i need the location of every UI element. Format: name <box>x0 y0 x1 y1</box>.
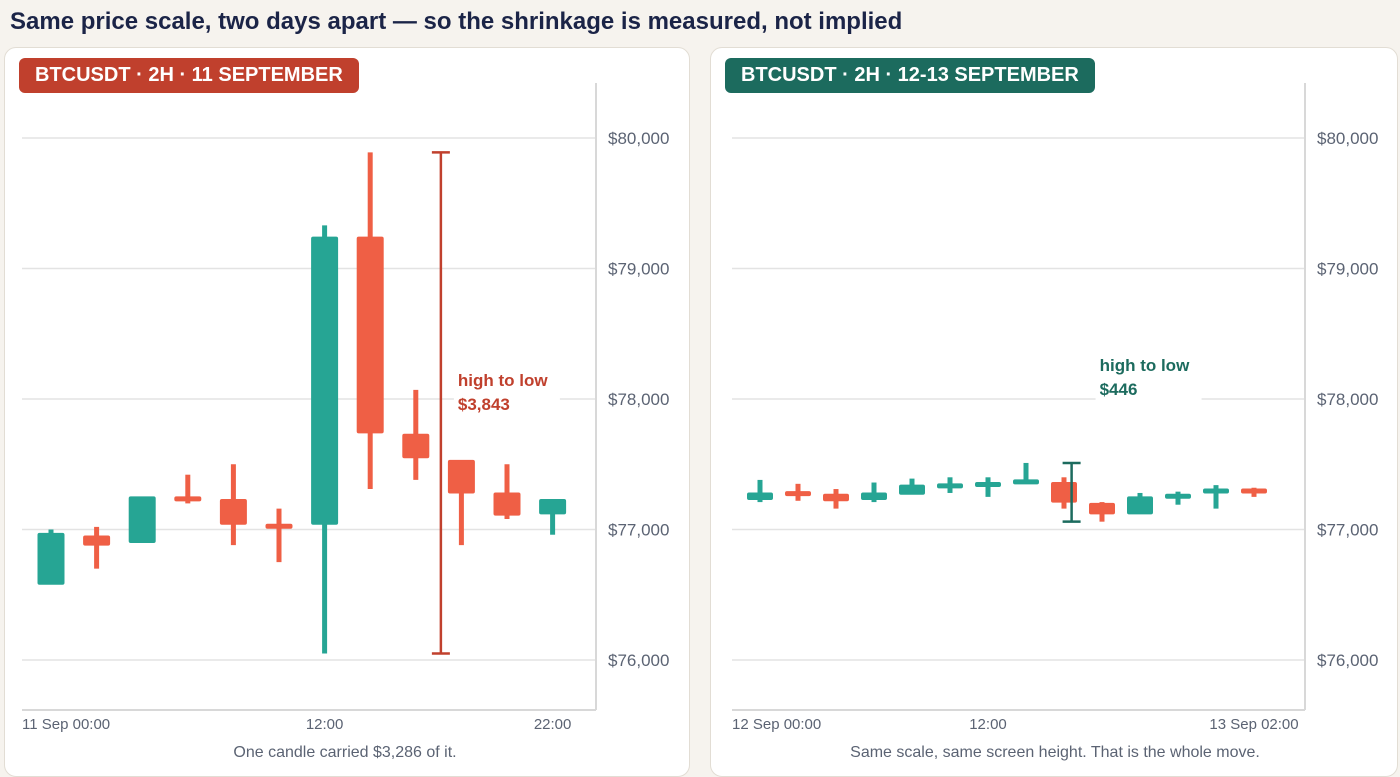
candle <box>37 529 65 585</box>
x-tick-label: 13 Sep 02:00 <box>1209 716 1298 733</box>
candle <box>1013 462 1039 485</box>
candle-body <box>747 492 773 500</box>
candle-body <box>1051 482 1077 503</box>
candle <box>1165 491 1191 505</box>
annotation-backdrop <box>453 366 560 418</box>
chart-badge: BTCUSDT · 2H · 11 SEPTEMBER <box>19 58 359 93</box>
candle-body <box>356 236 384 434</box>
annotation-label: high to low <box>1100 356 1190 375</box>
high-low-range-marker <box>431 151 450 655</box>
candle-body <box>174 496 202 502</box>
candle <box>356 152 384 490</box>
candle-body <box>37 532 65 585</box>
candle <box>899 478 925 495</box>
annotation-value: $3,843 <box>458 395 510 414</box>
candle <box>447 459 475 546</box>
high-low-range-marker <box>1062 461 1081 523</box>
candle <box>1051 477 1077 509</box>
candle-body <box>83 535 111 546</box>
x-tick-label: 12 Sep 00:00 <box>732 716 821 733</box>
candle <box>402 389 430 480</box>
candle-body <box>265 523 293 529</box>
candle <box>1089 502 1115 522</box>
chart-badge: BTCUSDT · 2H · 12-13 SEPTEMBER <box>725 58 1095 93</box>
candle <box>785 483 811 501</box>
candle-body <box>1165 493 1191 499</box>
candle <box>493 464 521 520</box>
candle-body <box>493 492 521 516</box>
candle <box>128 496 156 544</box>
candle <box>311 225 339 654</box>
y-tick-label: $78,000 <box>1317 390 1378 409</box>
candle-body <box>128 496 156 544</box>
annotation-label: high to low <box>458 371 548 390</box>
candle <box>83 526 111 569</box>
candle-body <box>937 483 963 489</box>
candle-body <box>823 493 849 502</box>
candle-body <box>899 484 925 495</box>
candle <box>539 498 567 535</box>
candle <box>747 479 773 503</box>
candle-body <box>1127 496 1153 515</box>
candlestick-chart-11-september: $76,000 $77,000 $78,000 $79,000 $80,000 11 Se… <box>22 83 669 761</box>
chart-caption: Same scale, same screen height. That is … <box>850 744 1260 761</box>
y-tick-label: $77,000 <box>1317 521 1378 540</box>
candle-body <box>447 459 475 494</box>
candle <box>1127 492 1153 515</box>
candle-body <box>311 236 339 525</box>
candle <box>219 464 247 546</box>
chart-panel-12-13-september: $76,000 $77,000 $78,000 $79,000 $80,000 12 Se… <box>710 47 1398 777</box>
candle <box>975 477 1001 497</box>
y-tick-label: $76,000 <box>1317 651 1378 670</box>
candle <box>823 489 849 509</box>
y-tick-label: $77,000 <box>608 521 669 540</box>
candle <box>1203 485 1229 509</box>
chart-caption: One candle carried $3,286 of it. <box>233 744 456 761</box>
annotation-value: $446 <box>1100 380 1138 399</box>
candle-body <box>1013 479 1039 485</box>
x-tick-label: 12:00 <box>306 716 344 733</box>
candle-body <box>219 498 247 525</box>
x-tick-label: 12:00 <box>969 716 1007 733</box>
candle <box>265 508 293 563</box>
y-tick-label: $76,000 <box>608 651 669 670</box>
candle-body <box>1203 488 1229 494</box>
y-tick-label: $78,000 <box>608 390 669 409</box>
candlestick-chart-12-13-september: $76,000 $77,000 $78,000 $79,000 $80,000 12 Se… <box>732 83 1378 761</box>
page-title: Same price scale, two days apart — so th… <box>10 8 903 35</box>
candle <box>861 482 887 503</box>
candle-body <box>975 482 1001 488</box>
candle-body <box>402 433 430 459</box>
chart-panel-11-september: $76,000 $77,000 $78,000 $79,000 $80,000 11 Se… <box>4 47 690 777</box>
y-tick-label: $80,000 <box>608 129 669 148</box>
y-tick-label: $79,000 <box>608 260 669 279</box>
candle-body <box>861 492 887 500</box>
candle-body <box>785 491 811 497</box>
candle <box>1241 487 1267 497</box>
candle <box>937 477 963 493</box>
candle-body <box>539 498 567 515</box>
candle-body <box>1241 488 1267 494</box>
y-tick-label: $79,000 <box>1317 260 1378 279</box>
y-tick-label: $80,000 <box>1317 129 1378 148</box>
candle-body <box>1089 502 1115 515</box>
candle <box>174 474 202 504</box>
annotation-backdrop <box>1095 351 1202 403</box>
x-tick-label: 11 Sep 00:00 <box>22 716 110 733</box>
x-tick-label: 22:00 <box>534 716 572 733</box>
